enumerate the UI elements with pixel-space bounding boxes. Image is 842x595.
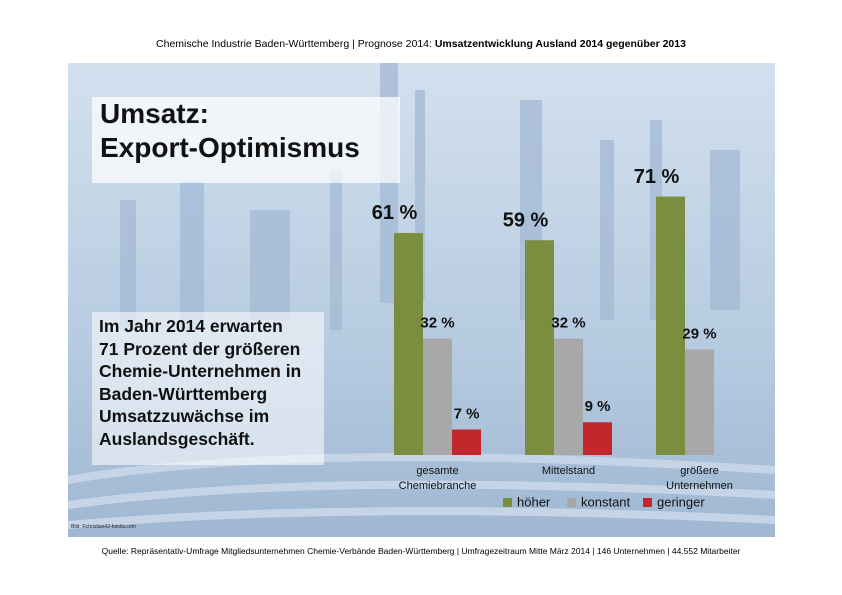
body-line: Chemie-Unternehmen in <box>99 361 302 381</box>
header-text: Chemische Industrie Baden-Württemberg | … <box>156 38 435 50</box>
value-label: 32 % <box>420 314 454 331</box>
legend-label: konstant <box>581 494 631 509</box>
header-bold: Umsatzentwicklung Ausland 2014 gegenüber… <box>434 38 686 50</box>
bar <box>656 196 685 455</box>
body-line: Baden-Württemberg <box>99 383 268 404</box>
bar <box>525 240 554 455</box>
bar <box>685 349 714 455</box>
bar <box>583 422 612 455</box>
value-label: 9 % <box>585 398 611 415</box>
body-line: 71 Prozent der größeren <box>99 338 301 359</box>
plant-silhouette <box>120 63 740 330</box>
value-label: 29 % <box>682 325 716 342</box>
body-box: Im Jahr 2014 erwarten 71 Prozent der grö… <box>92 312 324 465</box>
value-label: 61 % <box>372 202 418 224</box>
x-tick-label: Mittelstand <box>541 465 596 477</box>
legend-label: höher <box>517 494 551 509</box>
legend-label: geringer <box>657 494 705 509</box>
legend-swatch <box>567 498 576 507</box>
body-line: Umsatzzuwächse im <box>99 406 270 426</box>
legend-swatch <box>503 498 512 507</box>
value-label: 7 % <box>454 405 480 422</box>
bar <box>452 429 481 455</box>
value-label: 59 % <box>503 210 549 232</box>
x-tick-label: gesamte Chemiebranche <box>398 465 477 492</box>
image-credit: Bild: ©christian42-fotolia.com <box>71 524 136 530</box>
header: Chemische Industrie Baden-Württemberg | … <box>0 38 842 50</box>
headline: Export-Optimismus <box>100 132 360 163</box>
headline: Umsatz: <box>100 98 209 129</box>
bar <box>394 232 423 455</box>
bar <box>423 338 452 455</box>
bar <box>554 338 583 455</box>
legend-swatch <box>643 498 652 507</box>
pipes <box>67 453 776 529</box>
value-label: 32 % <box>551 314 585 331</box>
headline-box: Umsatz: Export-Optimismus <box>92 97 400 183</box>
body-line: Auslandsgeschäft. <box>99 428 255 449</box>
source: Quelle: Repräsentativ-Umfrage Mitgliedsu… <box>101 546 741 556</box>
x-tick-label: größere Unternehmen <box>666 465 733 492</box>
value-label: 71 % <box>634 166 680 188</box>
body-line: Im Jahr 2014 erwarten <box>99 316 283 336</box>
